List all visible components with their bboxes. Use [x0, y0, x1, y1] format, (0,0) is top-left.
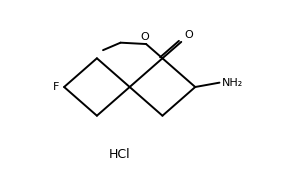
Text: NH₂: NH₂ [222, 78, 244, 88]
Text: F: F [53, 82, 59, 92]
Text: O: O [185, 30, 194, 40]
Text: HCl: HCl [109, 148, 131, 161]
Text: O: O [140, 32, 149, 42]
